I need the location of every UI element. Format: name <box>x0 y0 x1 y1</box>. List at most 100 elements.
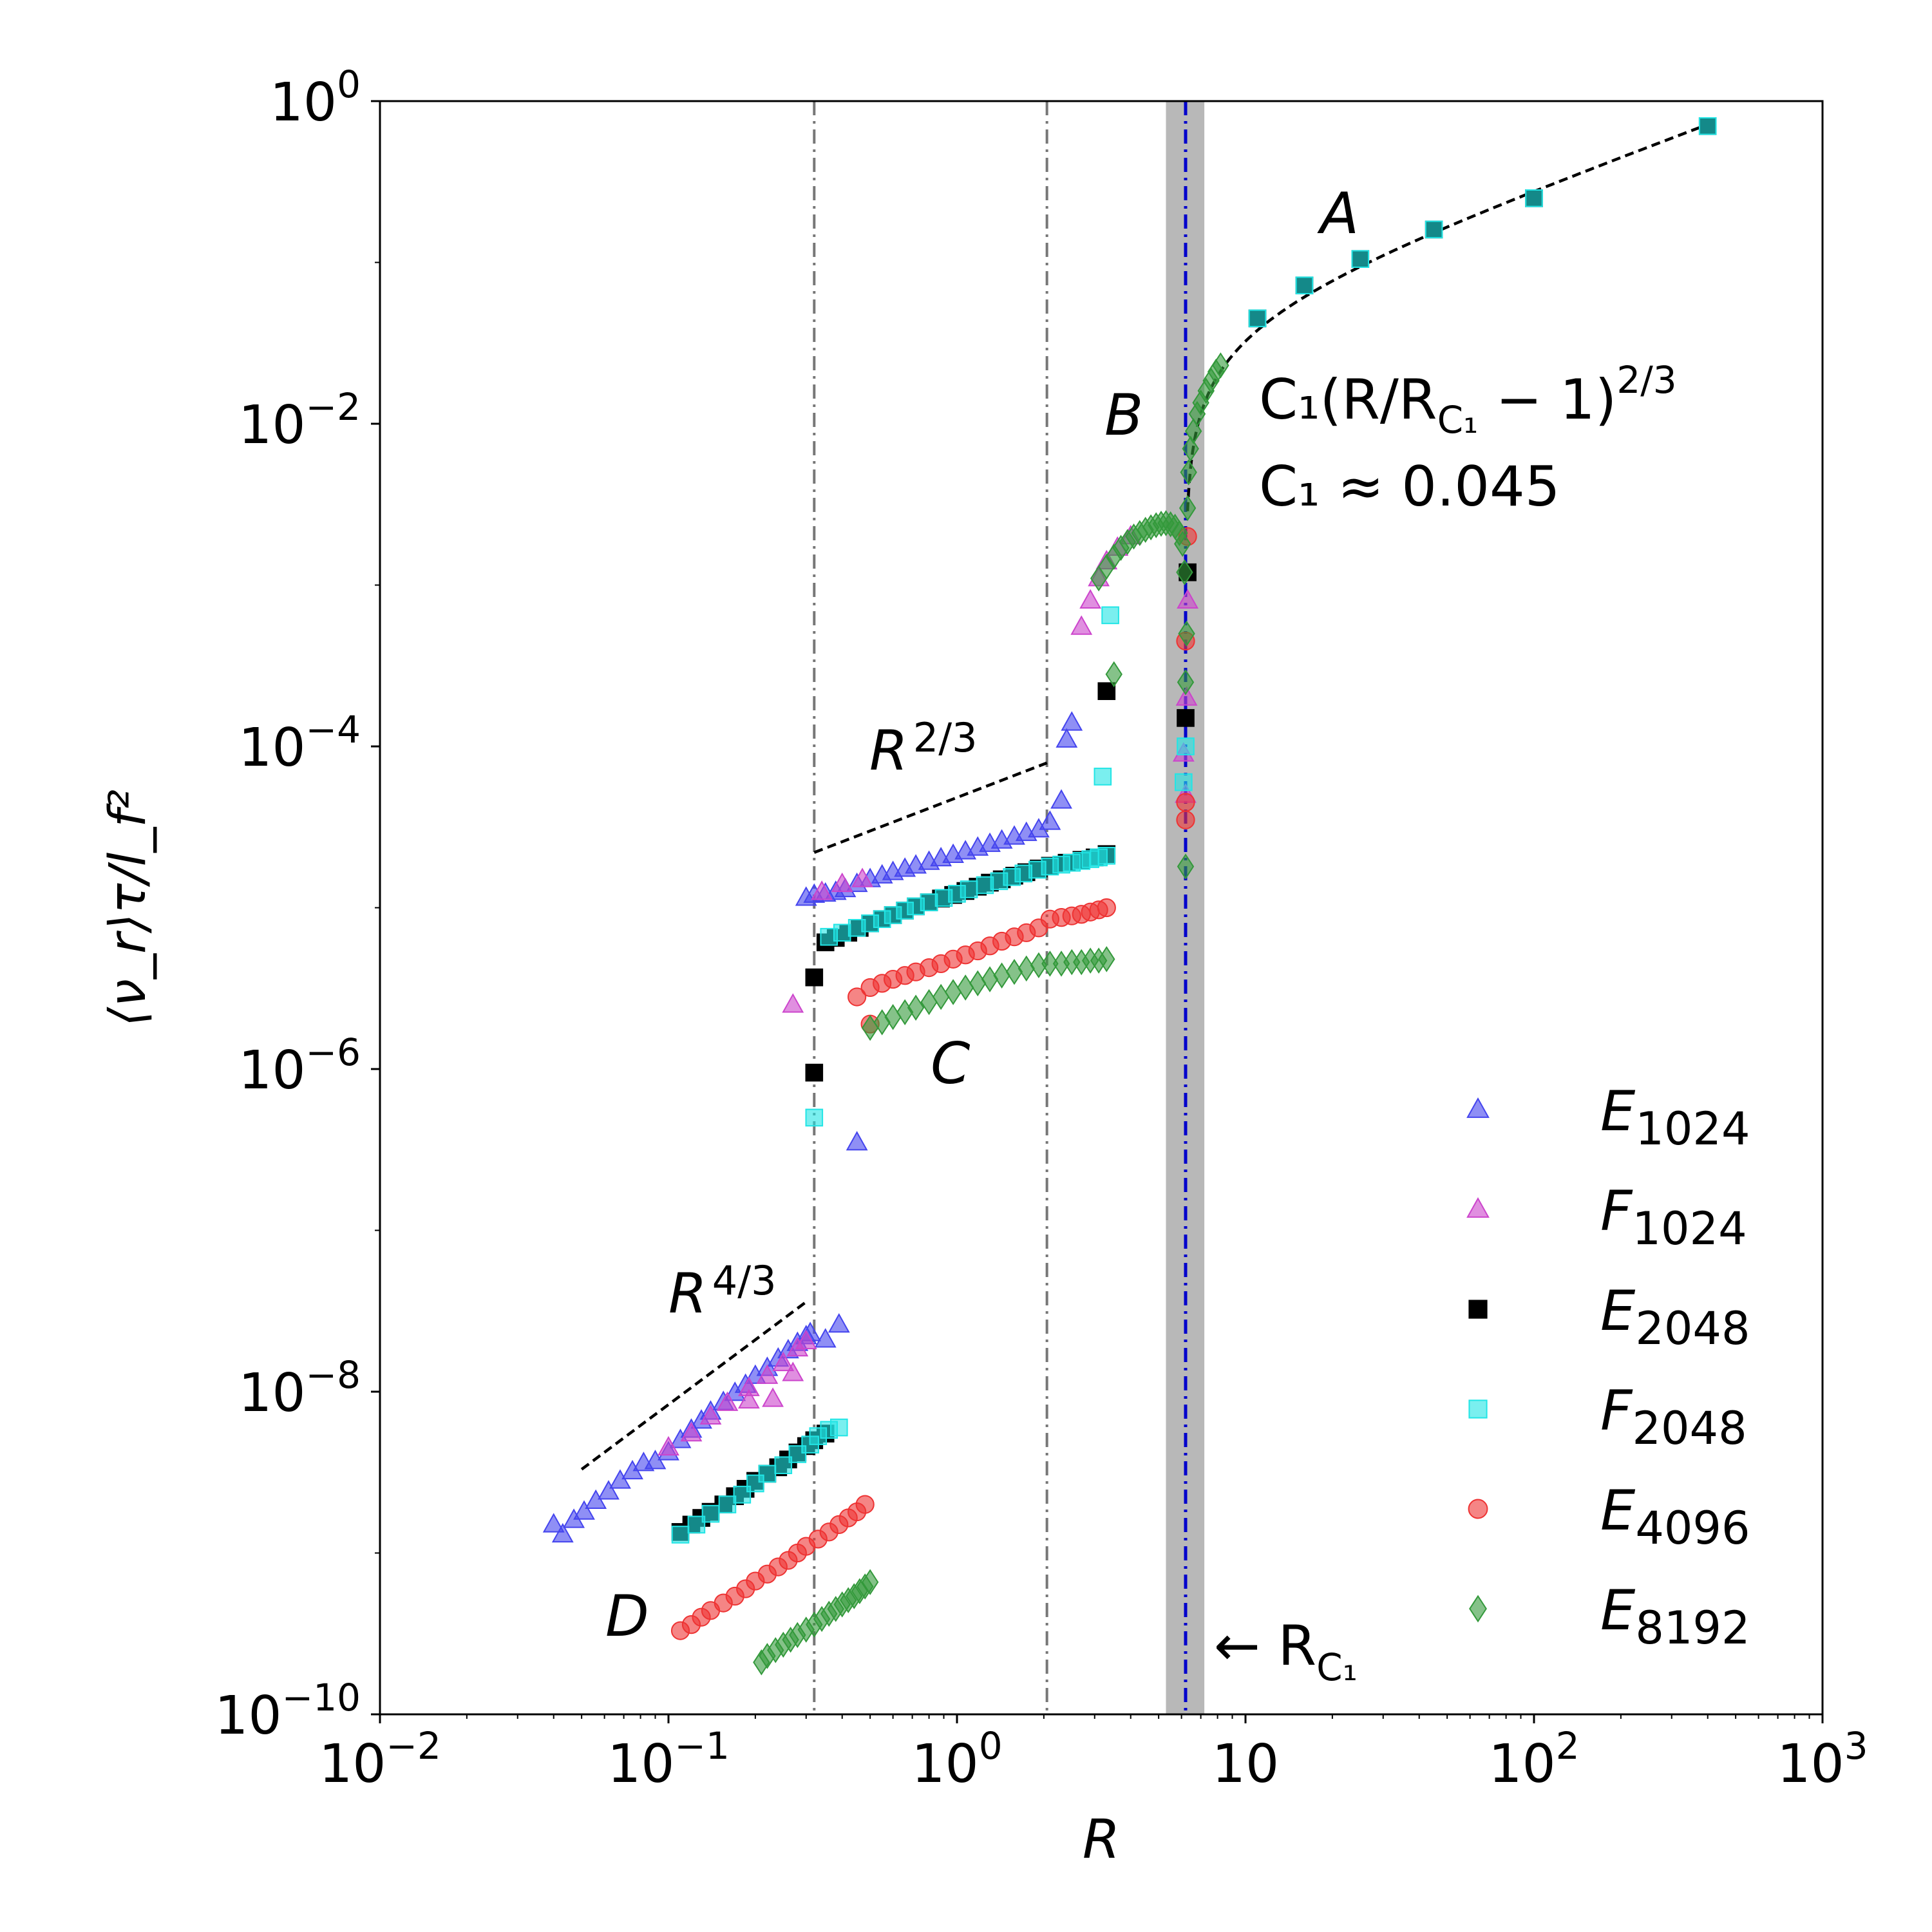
y-tick-exp: 0 <box>337 62 361 106</box>
data-point <box>716 1391 739 1411</box>
data-point <box>788 1445 807 1463</box>
fit-formula-exp: 2/3 <box>1616 358 1676 402</box>
legend-label: E4096 <box>1600 1479 1750 1555</box>
data-point <box>1425 220 1443 239</box>
guide-lines-layer <box>580 123 1709 1471</box>
data-point <box>805 1063 824 1082</box>
x-tick-label: 102 <box>1488 1724 1579 1795</box>
x-tick-base: 10 <box>607 1734 674 1795</box>
y-axis-label-text: ⟨ν_r⟩τ/l_f² <box>99 790 157 1027</box>
data-point <box>907 994 925 1021</box>
data-point <box>782 993 804 1013</box>
r43-exp: 4/3 <box>712 1257 777 1304</box>
x-axis-label: R <box>1083 1808 1120 1871</box>
legend-marker <box>1466 1097 1490 1118</box>
y-tick-base: 10 <box>238 717 305 779</box>
r23-base: R <box>869 719 908 783</box>
data-point <box>1098 946 1115 972</box>
data-point <box>814 1328 837 1348</box>
data-point <box>782 1361 804 1381</box>
x-tick-label: 10 <box>1212 1734 1279 1795</box>
x-tick-exp: −1 <box>674 1724 730 1768</box>
x-tick-label: 10−1 <box>607 1724 730 1795</box>
data-point <box>811 880 833 900</box>
x-tick-exp: 2 <box>1556 1724 1580 1768</box>
region-label-b: B <box>1104 382 1143 448</box>
x-tick-base: 10 <box>1212 1734 1279 1795</box>
data-point <box>680 1421 703 1442</box>
y-tick-label: 10−2 <box>238 385 361 456</box>
x-tick-base: 10 <box>911 1734 978 1795</box>
legend-label-sub: 2048 <box>1635 1302 1750 1355</box>
data-point <box>671 1526 690 1544</box>
data-point <box>1105 661 1122 688</box>
data-point <box>1176 559 1193 585</box>
legend-label-sub: 1024 <box>1635 1103 1750 1155</box>
legend-label-name: E <box>1600 1079 1636 1144</box>
data-point <box>848 987 867 1007</box>
y-tick-label: 10−6 <box>238 1030 361 1101</box>
data-point <box>833 923 851 942</box>
data-point <box>718 1495 737 1513</box>
legend-marker <box>1468 1499 1488 1519</box>
r43-label: R 4/3 <box>668 1257 777 1326</box>
data-point <box>846 1131 868 1151</box>
series-F2048 <box>671 117 1717 1544</box>
legend-label-name: E <box>1600 1479 1636 1543</box>
data-point <box>1175 686 1198 706</box>
data-point <box>658 1435 679 1456</box>
data-point <box>1041 951 1059 977</box>
y-tick-label: 10−4 <box>238 708 361 779</box>
x-tick-base: 10 <box>319 1734 386 1795</box>
legend-marker <box>1466 1197 1490 1218</box>
data-point <box>805 968 824 987</box>
x-tick-exp: −2 <box>386 1724 441 1768</box>
data-point <box>762 1387 784 1407</box>
y-tick-exp: −2 <box>306 385 361 429</box>
fit-formula-main: C₁(R/R <box>1259 368 1437 432</box>
data-point <box>1525 189 1543 207</box>
data-point <box>1039 810 1061 830</box>
r23-label: R 2/3 <box>869 714 978 783</box>
legend-label-name: E <box>1600 1279 1636 1343</box>
data-point <box>1061 711 1083 731</box>
data-point <box>687 1515 706 1534</box>
data-point <box>1180 459 1197 486</box>
series-F1024 <box>658 525 1199 1456</box>
y-tick-exp: −6 <box>306 1030 361 1074</box>
legend-item-E1024: E1024 <box>1466 1079 1750 1155</box>
data-point <box>1097 682 1116 701</box>
rc1-arrow-text: ← R <box>1214 1614 1316 1678</box>
legend-label: F1024 <box>1600 1179 1747 1255</box>
ticks-layer: 10−2 10−1 100 10 102 10310−1010−810−610−410−2… <box>214 62 1868 1795</box>
legend-label: E2048 <box>1600 1279 1750 1355</box>
data-point <box>1177 709 1195 727</box>
data-point <box>1176 793 1195 812</box>
y-tick-exp: −10 <box>282 1676 361 1719</box>
data-point <box>1176 810 1195 829</box>
legend-label-name: F <box>1600 1179 1633 1244</box>
legend-label: E8192 <box>1600 1578 1750 1654</box>
fit-formula-sub: C₁ <box>1437 398 1479 442</box>
data-point <box>1079 589 1102 609</box>
data-point <box>1351 250 1370 268</box>
data-point <box>861 1569 879 1595</box>
data-point <box>1175 773 1193 791</box>
data-point <box>1177 737 1195 755</box>
data-point <box>831 872 853 893</box>
data-point <box>772 1351 795 1372</box>
data-point <box>805 1108 824 1127</box>
data-point <box>542 1513 565 1533</box>
y-axis-label: ⟨ν_r⟩τ/l_f² <box>99 790 157 1027</box>
rc1-arrow-sub: C₁ <box>1316 1645 1358 1689</box>
y-tick-base: 10 <box>270 72 337 133</box>
fit-curve <box>1186 123 1709 511</box>
legend-label-sub: 8192 <box>1635 1602 1750 1654</box>
data-point <box>756 1364 779 1384</box>
data-point <box>1070 615 1093 635</box>
x-tick-base: 10 <box>1777 1734 1844 1795</box>
data-point <box>1097 846 1116 865</box>
data-point <box>920 893 938 911</box>
y-tick-base: 10 <box>238 395 305 456</box>
